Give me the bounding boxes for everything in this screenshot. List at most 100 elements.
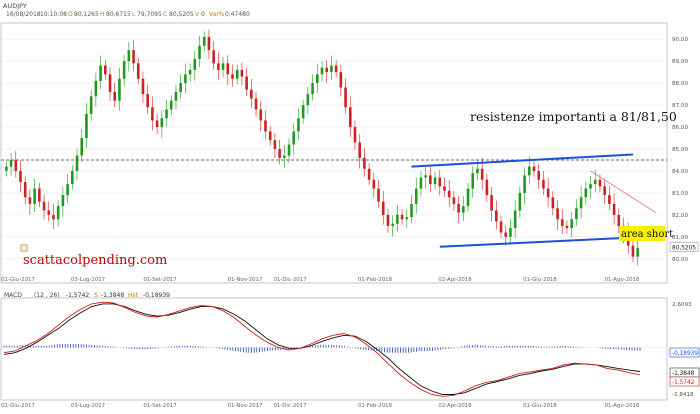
candle xyxy=(94,72,98,108)
candle xyxy=(542,170,545,195)
candle xyxy=(297,108,300,140)
candle xyxy=(80,129,84,162)
candle xyxy=(391,215,394,237)
header-low: 79,7095 xyxy=(137,11,162,18)
header-var-label: Var% xyxy=(209,11,225,18)
candle xyxy=(71,165,74,190)
candle xyxy=(405,209,409,229)
candle xyxy=(471,165,475,198)
header-open: 80,1265 xyxy=(74,11,99,18)
candle xyxy=(136,57,140,85)
candle xyxy=(292,123,296,156)
candle xyxy=(452,190,456,212)
resistance-annotation: resistenze importanti a 81/81,50 xyxy=(470,109,677,124)
candle xyxy=(155,114,159,135)
candle xyxy=(47,201,51,222)
candle xyxy=(400,209,404,225)
candle xyxy=(348,96,352,137)
candle xyxy=(226,55,230,86)
header-close-label: C xyxy=(163,11,167,18)
price-x-tick-label: 01-Ago-2018 xyxy=(605,277,640,283)
candle xyxy=(603,179,606,205)
macd-y-tick-label: 2,6093 xyxy=(672,302,692,308)
price-x-tick-label: 02-Apr-2018 xyxy=(438,277,472,283)
candle xyxy=(584,182,588,205)
candle xyxy=(575,199,578,226)
price-x-tick-label: 01-Giu-2017 xyxy=(1,277,35,283)
candle xyxy=(495,200,498,230)
candle xyxy=(438,170,442,196)
candle xyxy=(339,64,343,97)
candle xyxy=(42,194,46,220)
candle xyxy=(254,92,258,117)
price-y-tick-label: 80,00 xyxy=(672,257,688,263)
macd-y-tick-label: -2,8418 xyxy=(672,392,694,398)
candle xyxy=(513,199,517,238)
candle xyxy=(527,156,531,184)
price-y-tick-label: 88,00 xyxy=(672,81,688,87)
macd-x-tick-label: 03-Lug-2017 xyxy=(71,403,105,409)
candle xyxy=(579,186,583,219)
candle xyxy=(188,63,192,82)
candle xyxy=(132,40,135,72)
candlestick-series xyxy=(5,29,639,266)
candle xyxy=(433,172,437,190)
candle xyxy=(85,103,88,148)
candle xyxy=(537,163,541,189)
candle xyxy=(330,55,333,81)
candle xyxy=(174,84,178,110)
candle xyxy=(61,186,65,217)
price-y-tick-label: 86,00 xyxy=(672,125,688,131)
candle xyxy=(315,63,319,93)
header-volume: 0 xyxy=(201,11,205,18)
candle xyxy=(127,42,131,72)
candle xyxy=(617,208,621,234)
header-high: 80,6715 xyxy=(106,11,131,18)
header-var: 0,47480 xyxy=(225,11,250,18)
price-y-tick-label: 87,00 xyxy=(672,103,688,109)
candle xyxy=(221,56,225,78)
candle xyxy=(551,190,555,216)
candle xyxy=(367,163,371,186)
price-y-tick-label: 90,00 xyxy=(672,37,688,43)
candle xyxy=(103,60,107,80)
candle xyxy=(9,152,13,176)
descending-trend-line xyxy=(590,170,657,214)
macd-x-tick-label: 01-Dic-2017 xyxy=(273,403,306,409)
candle xyxy=(353,120,357,150)
watermark-marker xyxy=(20,244,28,252)
macd-params: (12 , 26) xyxy=(34,292,60,299)
last-price-label: 80,5205 xyxy=(672,245,696,251)
candle xyxy=(217,52,220,80)
candle xyxy=(556,200,559,231)
candle xyxy=(377,179,380,209)
macd-hist-tag: -0,18939 xyxy=(672,351,698,357)
candle xyxy=(518,186,522,218)
candle xyxy=(108,67,112,101)
watermark-text: scattacolpending.com xyxy=(23,253,167,268)
header-open-label: O xyxy=(68,11,73,18)
candle xyxy=(466,183,470,212)
price-x-tick-label: 01-Dic-2017 xyxy=(273,277,306,283)
macd-x-tick-label: 02-Apr-2018 xyxy=(438,403,472,409)
candle xyxy=(358,134,361,169)
candle xyxy=(287,138,291,163)
macd-x-tick-label: 01-Giu-2017 xyxy=(1,403,35,409)
price-y-tick-label: 85,00 xyxy=(672,147,688,153)
candle xyxy=(56,199,60,227)
header-close: 80,5205 xyxy=(169,11,194,18)
candle xyxy=(198,35,201,68)
candle xyxy=(499,215,503,238)
macd-x-tick-label: 01-Ago-2018 xyxy=(605,403,640,409)
header-low-label: L xyxy=(132,11,136,18)
price-y-tick-label: 81,00 xyxy=(672,235,688,241)
macd-x-tick-label: 01-Giu-2018 xyxy=(523,403,557,409)
candle xyxy=(212,41,215,70)
candle xyxy=(99,55,102,90)
short-area-box xyxy=(619,226,665,241)
candle xyxy=(23,175,27,205)
candle xyxy=(165,99,168,127)
price-panel-frame xyxy=(0,22,668,284)
candle xyxy=(386,208,390,234)
candle xyxy=(532,161,536,177)
